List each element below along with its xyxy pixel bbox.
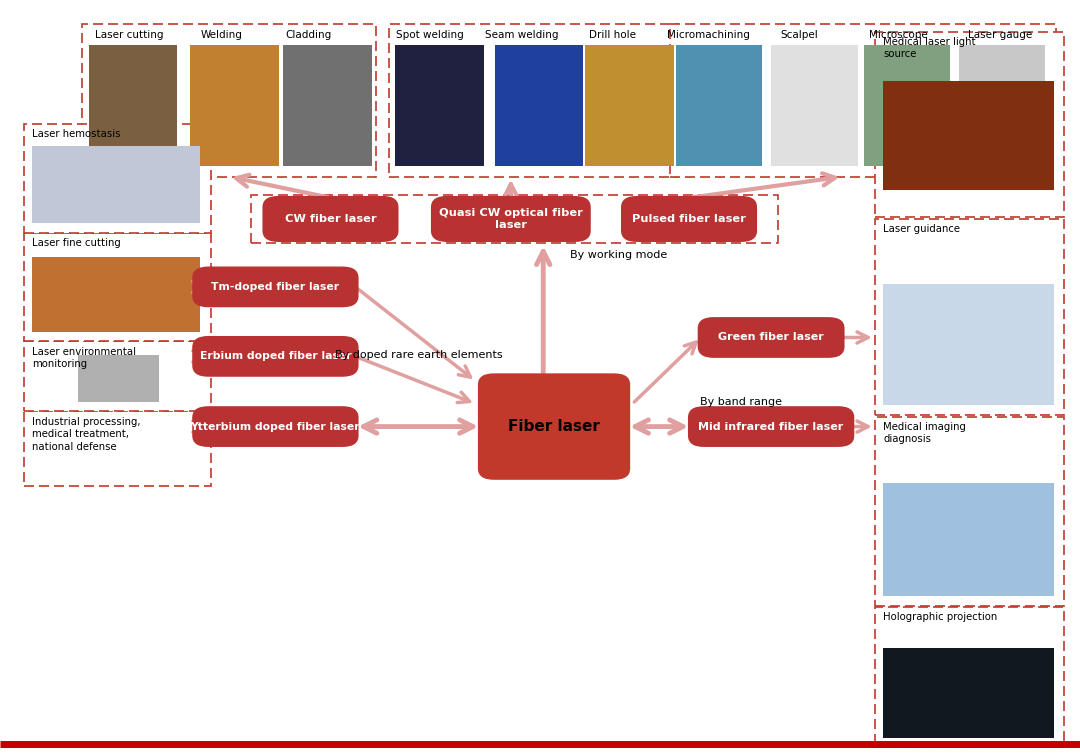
Bar xyxy=(389,24,678,177)
Bar xyxy=(395,45,484,166)
FancyBboxPatch shape xyxy=(698,317,845,358)
Bar xyxy=(190,45,279,166)
Bar xyxy=(875,607,1064,747)
FancyBboxPatch shape xyxy=(431,196,591,242)
Bar xyxy=(883,648,1054,738)
Text: Laser environmental
monitoring: Laser environmental monitoring xyxy=(32,347,136,369)
Text: Spot welding: Spot welding xyxy=(396,30,463,40)
Bar xyxy=(771,45,858,166)
FancyBboxPatch shape xyxy=(262,196,399,242)
FancyBboxPatch shape xyxy=(192,406,359,447)
Text: By working mode: By working mode xyxy=(570,250,667,260)
Text: Ytterbium doped fiber laser: Ytterbium doped fiber laser xyxy=(190,421,361,432)
Bar xyxy=(670,24,1056,177)
Text: Laser guidance: Laser guidance xyxy=(883,224,960,234)
Text: Microscope: Microscope xyxy=(869,30,928,40)
Bar xyxy=(883,81,1054,190)
Bar xyxy=(875,219,1064,415)
Text: Mid infrared fiber laser: Mid infrared fiber laser xyxy=(699,421,843,432)
Text: By band range: By band range xyxy=(700,397,782,408)
Text: By doped rare earth elements: By doped rare earth elements xyxy=(335,350,502,360)
FancyBboxPatch shape xyxy=(621,196,757,242)
Text: Laser fine cutting: Laser fine cutting xyxy=(32,238,121,248)
Text: Tm-doped fiber laser: Tm-doped fiber laser xyxy=(212,282,339,292)
FancyBboxPatch shape xyxy=(688,406,854,447)
Bar xyxy=(495,45,583,166)
Bar xyxy=(875,417,1064,606)
Bar xyxy=(585,45,674,166)
Bar xyxy=(78,355,159,402)
Bar xyxy=(32,146,200,223)
Text: Cladding: Cladding xyxy=(286,30,332,40)
Bar xyxy=(676,45,762,166)
Text: Scalpel: Scalpel xyxy=(781,30,818,40)
Bar xyxy=(959,45,1045,166)
Text: Medical laser light
source: Medical laser light source xyxy=(883,37,976,60)
Bar xyxy=(24,124,211,233)
Bar xyxy=(883,483,1054,596)
Bar xyxy=(82,24,376,177)
Bar xyxy=(875,32,1064,217)
Bar xyxy=(32,257,200,332)
Text: Seam welding: Seam welding xyxy=(485,30,558,40)
Text: Micromachining: Micromachining xyxy=(667,30,750,40)
Bar xyxy=(24,341,211,411)
Text: Holographic projection: Holographic projection xyxy=(883,612,998,622)
FancyBboxPatch shape xyxy=(192,267,359,307)
Bar xyxy=(251,195,778,243)
Text: Laser gauge: Laser gauge xyxy=(968,30,1032,40)
Bar xyxy=(89,45,177,166)
Text: CW fiber laser: CW fiber laser xyxy=(285,214,376,224)
Text: Laser hemostasis: Laser hemostasis xyxy=(32,129,121,139)
Bar xyxy=(24,233,211,341)
Text: Fiber laser: Fiber laser xyxy=(508,419,600,434)
Text: Drill hole: Drill hole xyxy=(589,30,636,40)
Bar xyxy=(283,45,372,166)
Text: Laser cutting: Laser cutting xyxy=(95,30,164,40)
Text: Pulsed fiber laser: Pulsed fiber laser xyxy=(632,214,746,224)
Bar xyxy=(883,284,1054,405)
Text: Quasi CW optical fiber
laser: Quasi CW optical fiber laser xyxy=(438,208,583,230)
Text: Green fiber laser: Green fiber laser xyxy=(718,332,824,343)
FancyBboxPatch shape xyxy=(192,336,359,377)
Bar xyxy=(24,411,211,486)
Text: Erbium doped fiber laser: Erbium doped fiber laser xyxy=(200,351,351,362)
Text: Medical imaging
diagnosis: Medical imaging diagnosis xyxy=(883,422,967,445)
Text: Industrial processing,
medical treatment,
national defense: Industrial processing, medical treatment… xyxy=(32,417,140,451)
Text: Welding: Welding xyxy=(201,30,242,40)
FancyBboxPatch shape xyxy=(477,373,631,480)
Bar xyxy=(864,45,950,166)
